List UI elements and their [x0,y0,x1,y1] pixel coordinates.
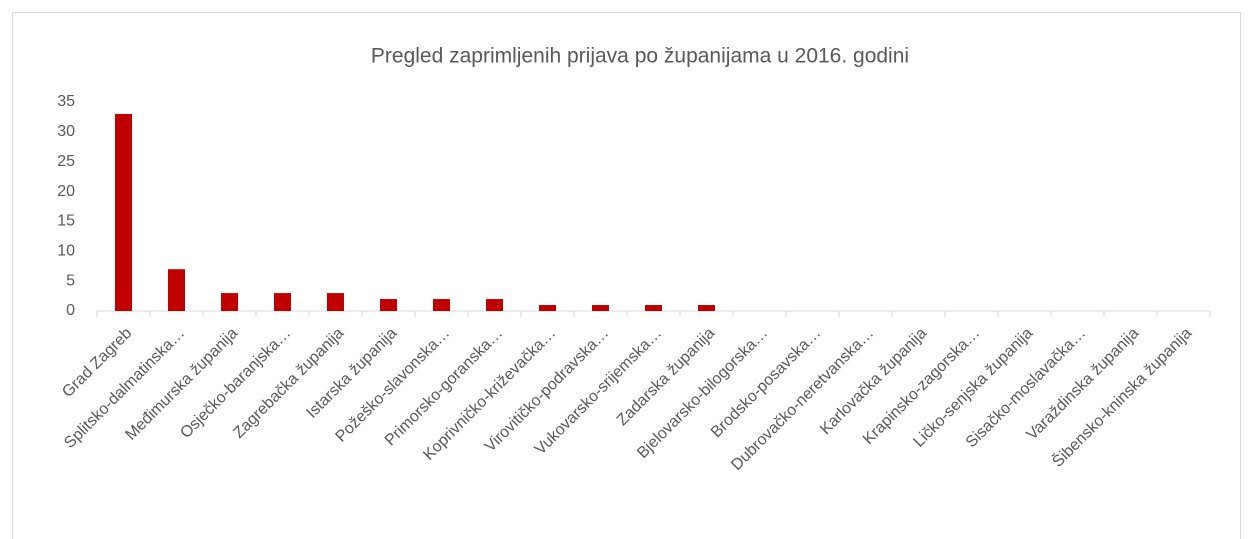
bar [645,305,662,311]
y-tick-label: 30 [57,123,75,140]
y-tick-label: 5 [66,272,75,289]
chart-title: Pregled zaprimljenih prijava po županija… [371,45,909,68]
y-tick-label: 20 [57,183,75,200]
y-tick-label: 0 [66,302,75,319]
bar [168,269,185,311]
bar [327,293,344,311]
y-tick-label: 35 [57,93,75,110]
bar [592,305,609,311]
bar [433,299,450,311]
bar [486,299,503,311]
bar [274,293,291,311]
bar [221,293,238,311]
y-tick-label: 10 [57,243,75,260]
y-tick-label: 15 [57,213,75,230]
y-tick-label: 25 [57,153,75,170]
bar [539,305,556,311]
bar [115,113,132,311]
chart-border [12,12,1241,539]
bar [698,305,715,311]
bar [380,299,397,311]
